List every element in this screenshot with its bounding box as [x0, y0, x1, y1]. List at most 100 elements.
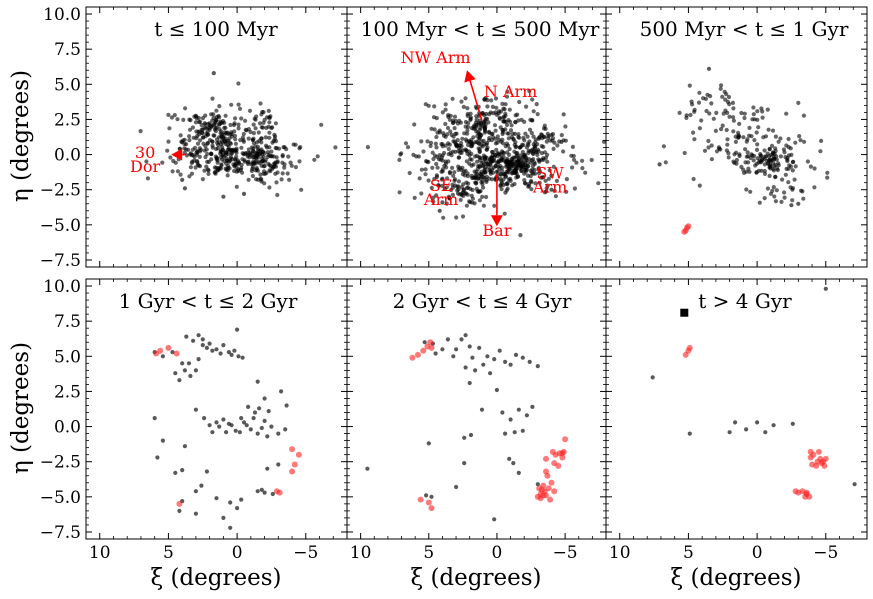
data-point-black [207, 121, 212, 126]
data-point-black [727, 430, 732, 435]
x-tick-label: 0 [752, 543, 763, 563]
data-point-black [228, 525, 233, 530]
data-point-red [685, 223, 692, 230]
y-tick-label: −7.5 [40, 251, 81, 271]
data-point-black [523, 131, 528, 136]
data-point-black [456, 167, 461, 172]
data-point-black [771, 150, 776, 155]
panel-6-points [650, 286, 857, 500]
data-point-black [187, 134, 192, 139]
data-point-black [486, 164, 491, 170]
data-point-red [555, 462, 562, 469]
data-point-black [365, 145, 370, 150]
data-point-black [169, 115, 174, 120]
data-point-black [155, 455, 160, 460]
data-point-black [494, 387, 499, 393]
data-point-black [405, 145, 411, 150]
data-point-black [525, 173, 531, 178]
data-point-black [755, 142, 760, 147]
data-point-black [432, 104, 437, 109]
data-point-black [702, 148, 708, 153]
data-point-black [527, 88, 532, 94]
data-point-black [193, 368, 198, 373]
data-point-black [251, 416, 256, 421]
y-tick-label: 2.5 [54, 382, 81, 402]
data-point-black [725, 110, 730, 115]
data-point-black [191, 135, 196, 140]
data-point-black [507, 146, 512, 152]
data-point-black [217, 127, 222, 132]
data-point-black [419, 167, 424, 172]
data-point-black [262, 151, 267, 156]
data-point-red [809, 461, 816, 468]
data-point-black [755, 109, 760, 114]
data-point-red [276, 489, 283, 496]
data-point-black [709, 143, 714, 148]
x-tick-label: −5 [553, 543, 578, 563]
data-point-black [484, 147, 489, 152]
data-point-black [511, 155, 516, 160]
data-point-black [589, 157, 594, 163]
data-point-black [476, 146, 481, 151]
data-point-black [688, 112, 693, 118]
data-point-black [431, 156, 436, 162]
data-point-black [484, 194, 489, 200]
data-point-black [255, 151, 260, 156]
data-point-black [466, 185, 471, 190]
data-point-black [181, 117, 186, 122]
data-point-black [184, 334, 189, 339]
data-point-black [571, 153, 576, 159]
data-point-black [219, 149, 224, 154]
data-point-black [214, 117, 219, 122]
data-point-black [499, 172, 504, 177]
data-point-black [221, 118, 226, 124]
data-point-black [445, 337, 450, 342]
data-point-black [520, 355, 525, 360]
data-point-black [529, 187, 534, 192]
data-point-black [574, 160, 579, 165]
data-point-black [800, 189, 805, 194]
data-point-black [523, 169, 528, 174]
data-point-black [463, 365, 468, 370]
data-point-black [486, 120, 491, 125]
data-point-black [465, 106, 470, 111]
data-point-black [498, 125, 503, 130]
data-point-black [434, 134, 439, 140]
data-point-black [522, 162, 527, 167]
data-point-black [541, 144, 546, 149]
data-point-black [187, 127, 193, 132]
data-point-black [502, 211, 507, 216]
data-point-black [264, 170, 269, 175]
x-tick-label: 10 [350, 543, 372, 563]
data-point-red [543, 455, 549, 462]
y-tick-label: 10.0 [43, 5, 81, 25]
data-point-black [697, 90, 702, 95]
data-point-red [807, 448, 814, 455]
data-point-black [195, 133, 200, 139]
data-point-black [235, 506, 240, 511]
data-point-black [226, 421, 231, 426]
data-point-black [187, 138, 192, 143]
data-point-black [734, 157, 740, 163]
panel-3-ticks [605, 7, 868, 267]
data-point-black [559, 133, 564, 138]
data-point-black [447, 195, 452, 201]
data-point-red [409, 354, 416, 361]
data-point-black [731, 106, 736, 111]
panel-5: 2 Gyr < t ≤ 4 Gyr 10 5 0 −5 [346, 278, 607, 563]
data-point-black [825, 175, 830, 180]
data-point-black [470, 355, 475, 360]
data-point-black [462, 435, 467, 440]
data-point-black [772, 194, 777, 199]
data-point-black [216, 142, 221, 148]
data-point-black [782, 150, 787, 155]
data-point-black [188, 165, 193, 170]
data-point-black [272, 132, 277, 137]
data-point-black [267, 115, 272, 121]
data-point-black [463, 147, 468, 152]
data-point-black [472, 123, 477, 128]
data-point-black [500, 410, 505, 415]
data-point-black [196, 129, 201, 134]
data-point-black [236, 354, 241, 359]
